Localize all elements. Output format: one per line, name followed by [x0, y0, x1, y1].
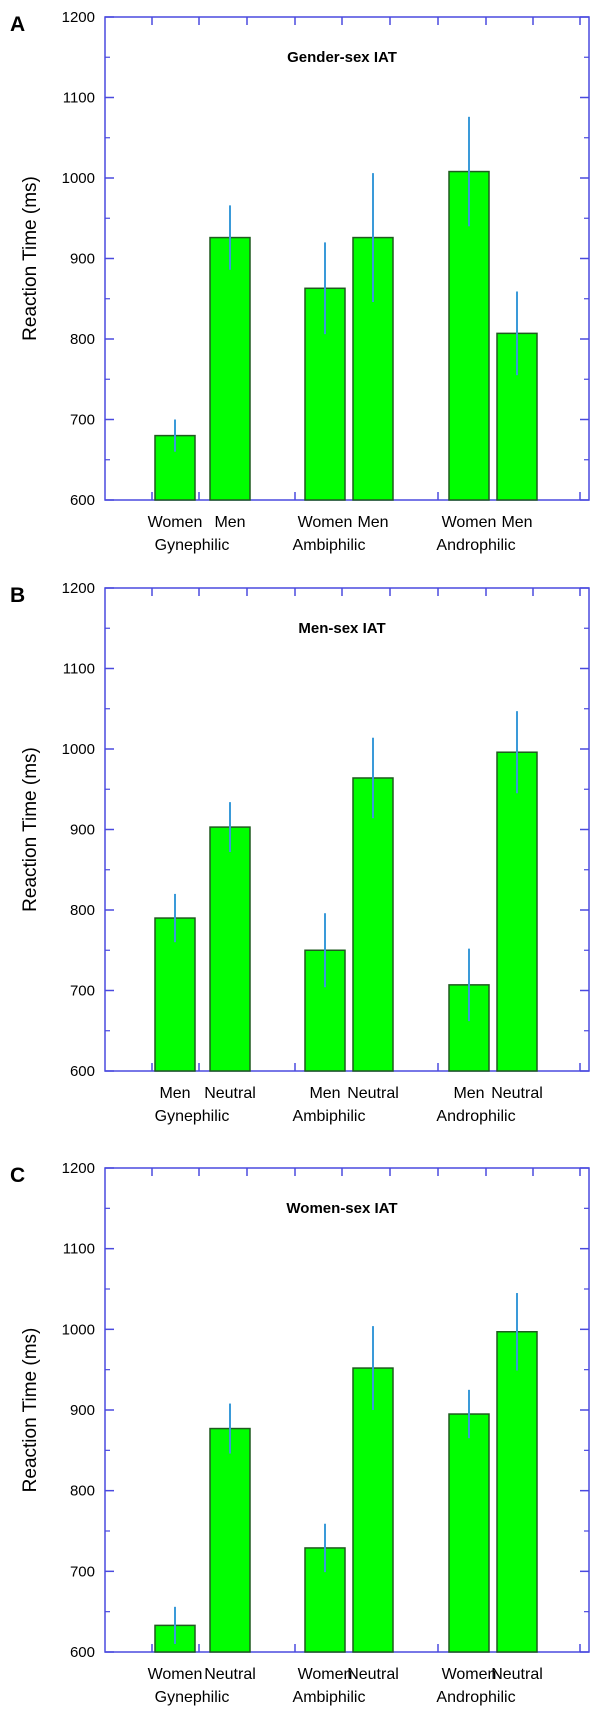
bar — [448, 1413, 490, 1653]
group-label: Ambiphilic — [293, 1689, 366, 1706]
y-tick-label: 1000 — [62, 1321, 95, 1338]
panel-letter: A — [10, 13, 25, 36]
bar — [209, 826, 251, 1072]
y-axis-label: Reaction Time (ms) — [20, 176, 41, 341]
bar-category-label: Women — [298, 514, 353, 531]
y-tick-label: 600 — [70, 492, 95, 509]
chart-panel-c: C 600 700 800 900 1000 1100 1200 Women-sex IAT Re… — [10, 1160, 590, 1706]
bar-category-label: Men — [453, 1085, 484, 1102]
bar-category-label: Neutral — [491, 1085, 543, 1102]
bar-category-label: Men — [309, 1085, 340, 1102]
bar-category-label: Women — [148, 1666, 203, 1683]
y-tick-label: 900 — [70, 251, 95, 268]
bar-category-label: Neutral — [347, 1666, 399, 1683]
bar — [496, 1331, 538, 1653]
y-tick-label: 900 — [70, 822, 95, 839]
y-tick-label: 1200 — [62, 9, 95, 26]
bar-category-label: Men — [357, 514, 388, 531]
group-label: Gynephilic — [155, 1689, 230, 1706]
bar-category-label: Neutral — [491, 1666, 543, 1683]
group-label: Gynephilic — [155, 537, 230, 554]
y-tick-label: 1200 — [62, 580, 95, 597]
group-label: Androphilic — [436, 1108, 515, 1125]
group-label: Ambiphilic — [293, 1108, 366, 1125]
group-label: Gynephilic — [155, 1108, 230, 1125]
y-axis-label: Reaction Time (ms) — [20, 747, 41, 912]
chart-panel-b: B 600 700 800 900 1000 1100 1200 Men-sex IAT Reac… — [10, 580, 590, 1125]
y-tick-label: 1100 — [63, 90, 95, 107]
y-tick-label: 700 — [70, 983, 95, 1000]
bar-category-label: Neutral — [204, 1666, 256, 1683]
bar — [352, 777, 394, 1072]
chart-title: Men-sex IAT — [298, 620, 385, 637]
bar-category-label: Men — [159, 1085, 190, 1102]
y-tick-label: 800 — [70, 902, 95, 919]
y-tick-label: 600 — [70, 1644, 95, 1661]
group-label: Androphilic — [436, 537, 515, 554]
y-tick-label: 700 — [70, 412, 95, 429]
bar-category-label: Men — [214, 514, 245, 531]
y-tick-label: 1000 — [62, 170, 95, 187]
y-tick-label: 900 — [70, 1402, 95, 1419]
bar — [209, 1427, 251, 1653]
bar-category-label: Women — [442, 514, 497, 531]
bar — [496, 751, 538, 1072]
y-axis-label: Reaction Time (ms) — [20, 1328, 41, 1493]
bar-category-label: Women — [298, 1666, 353, 1683]
y-tick-label: 800 — [70, 331, 95, 348]
y-tick-label: 1100 — [63, 661, 95, 678]
chart-title: Women-sex IAT — [286, 1200, 397, 1217]
chart-title: Gender-sex IAT — [287, 49, 397, 66]
bar-category-label: Women — [148, 514, 203, 531]
bar-category-label: Neutral — [204, 1085, 256, 1102]
bar-category-label: Women — [442, 1666, 497, 1683]
panel-letter: B — [10, 584, 25, 607]
panel-letter: C — [10, 1164, 25, 1187]
bar-category-label: Men — [501, 514, 532, 531]
bar — [209, 236, 251, 501]
bar — [154, 917, 196, 1072]
bar — [352, 1367, 394, 1653]
y-tick-label: 1000 — [62, 741, 95, 758]
y-tick-label: 1100 — [63, 1241, 95, 1258]
y-tick-label: 800 — [70, 1483, 95, 1500]
y-tick-label: 600 — [70, 1063, 95, 1080]
y-tick-label: 1200 — [62, 1160, 95, 1177]
group-label: Androphilic — [436, 1689, 515, 1706]
group-label: Ambiphilic — [293, 537, 366, 554]
chart-panel-a: A 600 700 800 900 1000 1100 1200 Gender-sex IAT R… — [10, 9, 590, 554]
bar-category-label: Neutral — [347, 1085, 399, 1102]
y-tick-label: 700 — [70, 1563, 95, 1580]
